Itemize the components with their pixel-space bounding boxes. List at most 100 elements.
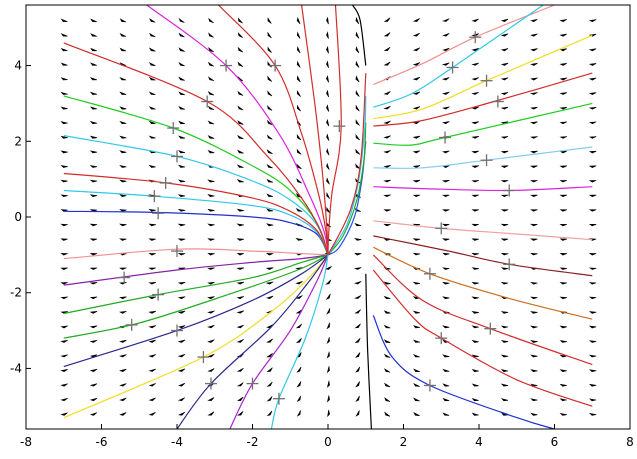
field-arrow xyxy=(471,238,479,241)
field-arrow xyxy=(267,90,273,97)
field-arrow xyxy=(296,16,301,25)
field-arrow xyxy=(119,179,127,183)
field-arrow xyxy=(471,223,479,227)
field-arrow xyxy=(296,178,302,184)
field-arrow xyxy=(412,281,421,285)
trajectory-curve xyxy=(327,122,367,256)
field-arrow xyxy=(500,136,509,139)
trajectory-curve xyxy=(373,5,555,86)
field-arrow xyxy=(208,46,214,53)
field-arrow xyxy=(266,381,273,387)
plus-marker xyxy=(167,122,180,135)
field-arrow xyxy=(236,396,244,401)
field-arrow xyxy=(60,282,68,285)
field-arrow xyxy=(119,135,127,139)
field-arrow xyxy=(471,354,479,358)
field-arrow xyxy=(355,133,361,141)
field-arrow xyxy=(442,150,450,154)
field-arrow xyxy=(442,238,450,241)
trajectory-curve xyxy=(373,235,593,277)
field-arrow xyxy=(412,165,421,168)
field-arrow xyxy=(236,382,244,387)
field-arrow xyxy=(266,119,273,126)
field-arrow xyxy=(384,411,391,417)
field-arrow xyxy=(500,340,509,343)
field-arrow xyxy=(89,223,98,227)
trajectory-curve xyxy=(229,254,329,429)
field-arrow xyxy=(208,32,214,38)
field-arrow xyxy=(500,252,509,256)
field-arrow xyxy=(412,354,420,358)
field-arrow xyxy=(60,47,68,52)
field-arrow xyxy=(442,354,450,358)
field-arrow xyxy=(383,61,391,66)
field-arrow xyxy=(89,194,98,198)
field-arrow xyxy=(530,92,538,95)
field-arrow xyxy=(442,267,450,270)
plus-marker xyxy=(503,184,516,197)
field-arrow xyxy=(207,120,215,125)
field-arrow xyxy=(326,162,330,170)
trajectory-curve xyxy=(351,5,367,66)
field-arrow xyxy=(148,354,156,358)
field-arrow xyxy=(325,293,331,300)
field-arrow xyxy=(383,223,391,227)
field-arrow xyxy=(588,296,597,300)
field-arrow xyxy=(326,177,330,185)
field-arrow xyxy=(326,60,329,68)
field-arrow xyxy=(326,322,330,330)
plus-marker xyxy=(246,377,259,390)
plus-marker xyxy=(171,150,183,163)
trajectory-curve xyxy=(327,73,367,256)
x-tick-label: -2 xyxy=(247,435,259,449)
field-arrow xyxy=(471,106,479,110)
field-arrow xyxy=(178,91,185,96)
field-arrow xyxy=(60,106,68,110)
field-arrow xyxy=(530,19,538,23)
field-arrow xyxy=(119,76,127,81)
field-arrow xyxy=(588,340,597,343)
field-arrow xyxy=(207,310,215,314)
field-arrow xyxy=(119,150,127,154)
field-arrow xyxy=(442,62,450,66)
field-arrow xyxy=(237,17,243,24)
field-arrow xyxy=(295,281,303,285)
field-arrow xyxy=(559,282,567,285)
field-arrow xyxy=(325,279,332,285)
field-arrow xyxy=(559,194,568,198)
field-arrow xyxy=(559,412,567,416)
field-arrow xyxy=(296,75,301,83)
field-arrow xyxy=(89,179,98,183)
field-arrow xyxy=(236,238,244,241)
field-arrow xyxy=(119,282,127,285)
field-arrow xyxy=(471,383,479,387)
field-arrow xyxy=(384,397,391,402)
x-tick-label: 8 xyxy=(626,435,634,449)
field-arrow xyxy=(236,339,244,343)
plus-marker xyxy=(480,74,493,87)
field-arrow xyxy=(178,47,185,52)
field-arrow xyxy=(383,32,391,37)
field-arrow xyxy=(500,383,509,387)
field-arrow xyxy=(119,223,127,227)
field-arrow xyxy=(500,165,509,168)
field-arrow xyxy=(442,223,450,227)
field-arrow xyxy=(119,368,127,373)
field-arrow xyxy=(178,76,185,81)
field-arrow xyxy=(500,354,509,358)
field-arrow xyxy=(207,194,215,198)
field-arrow xyxy=(266,178,274,183)
field-arrow xyxy=(500,209,509,212)
field-arrow xyxy=(471,412,479,416)
field-arrow xyxy=(383,91,391,95)
field-arrow xyxy=(500,62,509,66)
field-arrow xyxy=(442,296,450,300)
field-arrow xyxy=(354,309,361,314)
field-arrow xyxy=(296,148,302,155)
trajectory-curve xyxy=(373,72,593,127)
field-arrow xyxy=(500,223,509,227)
field-arrow xyxy=(177,368,186,372)
field-arrow xyxy=(119,267,127,270)
field-arrow xyxy=(326,104,330,112)
trajectory-curve xyxy=(373,146,593,169)
